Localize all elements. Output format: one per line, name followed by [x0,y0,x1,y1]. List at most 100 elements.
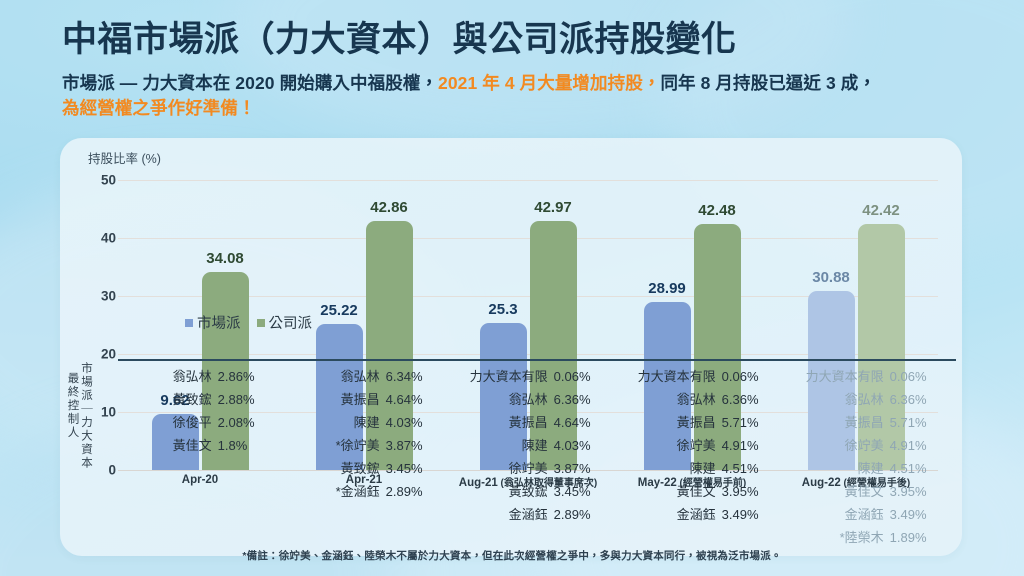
table-row: 黃致鋐 3.45% [456,481,620,504]
x-axis-tick-note: (經營權易手前) [676,478,747,489]
bar[interactable]: 42.86 [365,199,413,470]
table-row: 黃致鋐 3.45% [288,458,452,481]
legend-item[interactable]: 公司派 [256,312,312,333]
table-row: 翁弘林 6.36% [792,389,956,412]
holder-table-column: 力大資本有限 0.06% 翁弘林 6.36% 黃振昌 5.71% 徐竚美 4.91% 陳建 4.5… [622,366,790,550]
bar-value-label: 25.3 [488,301,518,319]
bar-value-label: 28.99 [648,279,686,297]
holder-name: 翁弘林 [340,369,380,384]
bar[interactable]: 9.62 [151,392,199,470]
table-row: 翁弘林 6.36% [624,389,788,412]
bar-value-label: 42.97 [534,198,572,216]
holder-percent: 5.71% [889,415,927,430]
bar-value-label: 42.42 [862,201,900,219]
page-title: 中福市場派（力大資本）與公司派持股變化 [62,20,737,59]
table-row: 徐竚美 4.91% [792,435,956,458]
holder-name: 翁弘林 [508,392,548,407]
gridline [118,238,938,239]
table-row: 金涵鈺 3.49% [792,504,956,527]
table-row: *陸榮木 1.89% [792,527,956,550]
table-row: 金涵鈺 2.89% [456,504,620,527]
gridline [118,412,938,413]
holder-name: 翁弘林 [172,369,212,384]
holder-percent: 2.08% [217,415,255,430]
holder-percent: 2.89% [553,507,591,522]
holder-name: 陳建 [689,461,716,476]
bar-group: 25.3 42.97 [446,180,610,470]
holder-percent: 6.34% [385,369,423,384]
holder-percent: 0.06% [721,369,759,384]
holder-name: 徐竚美 [508,461,548,476]
holder-percent: 0.06% [889,369,927,384]
table-row: 徐竚美 4.91% [624,435,788,458]
holder-name: *徐竚美 [335,438,380,453]
x-axis-tick: Aug-21 (翁弘林取得董事席次) [458,477,598,489]
holder-percent: 1.8% [217,438,248,453]
holder-name: 力大資本有限 [805,369,884,384]
section-divider [118,359,956,361]
holder-name: 力大資本有限 [637,369,716,384]
bar[interactable]: 42.97 [529,199,577,470]
holder-percent: 4.03% [385,415,423,430]
holder-percent: 3.95% [889,484,927,499]
page-subtitle: 市場派 — 力大資本在 2020 開始購入中福股權，2021 年 4 月大量增加… [62,71,982,122]
holder-percent: 4.91% [889,438,927,453]
holder-name: 黃振昌 [508,415,548,430]
holder-percent: 2.89% [385,484,423,499]
table-row: 陳建 4.03% [456,435,620,458]
bar-group: 25.22 42.86 [282,180,446,470]
y-axis-tick: 30 [100,288,116,304]
bar-value-label: 42.86 [370,199,408,217]
holder-table-column: 力大資本有限 0.06% 翁弘林 6.36% 黃振昌 4.64% 陳建 4.03% 徐竚美 3.8… [454,366,622,550]
subtitle-line-1: 市場派 — 力大資本在 2020 開始購入中福股權，2021 年 4 月大量增加… [62,71,982,96]
holder-name: 黃佳文 [844,484,884,499]
holder-percent: 6.36% [889,392,927,407]
bar-group: 30.88 42.42 [774,180,938,470]
table-row: 力大資本有限 0.06% [792,366,956,389]
holder-percent: 2.88% [217,392,255,407]
bar[interactable]: 28.99 [643,280,691,470]
bar-value-label: 30.88 [812,268,850,286]
bar[interactable]: 42.48 [693,202,741,470]
holder-percent: 4.64% [553,415,591,430]
holder-name: 徐竚美 [676,438,716,453]
bar[interactable]: 34.08 [201,250,249,470]
legend-item[interactable]: 市場派 [185,312,241,333]
chart-bar-groups: 9.62 34.08 25.22 42.86 25.3 42.97 28.99 42.48 30… [118,180,938,470]
holder-name: 黃振昌 [676,415,716,430]
table-row: 力大資本有限 0.06% [624,366,788,389]
table-row: 金涵鈺 3.49% [624,504,788,527]
bar[interactable]: 30.88 [807,269,855,470]
table-row: 力大資本有限 0.06% [456,366,620,389]
chart-legend: 市場派 公司派 [185,312,312,333]
y-axis-tick-labels: 0 10 20 30 40 50 [82,172,116,478]
bar[interactable]: 25.3 [479,301,527,470]
bar[interactable]: 25.22 [315,302,363,470]
holder-percent: 3.45% [553,484,591,499]
gridline [118,180,938,181]
holder-name: 力大資本有限 [469,369,548,384]
table-row: 黃佳文 1.8% [120,435,284,458]
y-axis-tick: 10 [100,404,116,420]
holder-percent: 1.89% [889,530,927,545]
holder-name: 金涵鈺 [508,507,548,522]
holder-percent: 3.87% [553,461,591,476]
legend-label: 市場派 [197,316,241,332]
x-axis-tick: Apr-21 [345,474,383,486]
side-vertical-labels: 最終控制人 市場派｜力大資本 [66,362,93,522]
bar[interactable]: 42.42 [857,202,905,470]
table-row: 黃振昌 5.71% [792,412,956,435]
y-axis-tick: 50 [100,172,116,188]
chart-gridlines [118,180,938,471]
holder-name: 陳建 [521,438,548,453]
table-row: 黃致鋐 2.88% [120,389,284,412]
holder-name: 徐俊平 [172,415,212,430]
table-row: *徐竚美 3.87% [288,435,452,458]
y-axis-title: 持股比率 (%) [88,152,161,166]
table-row: 翁弘林 2.86% [120,366,284,389]
x-axis-tick: Apr-20 [181,474,219,486]
holder-name: *陸榮木 [839,530,884,545]
side-label-outer: 最終控制人 [66,372,79,440]
table-row: 黃佳文 3.95% [624,481,788,504]
